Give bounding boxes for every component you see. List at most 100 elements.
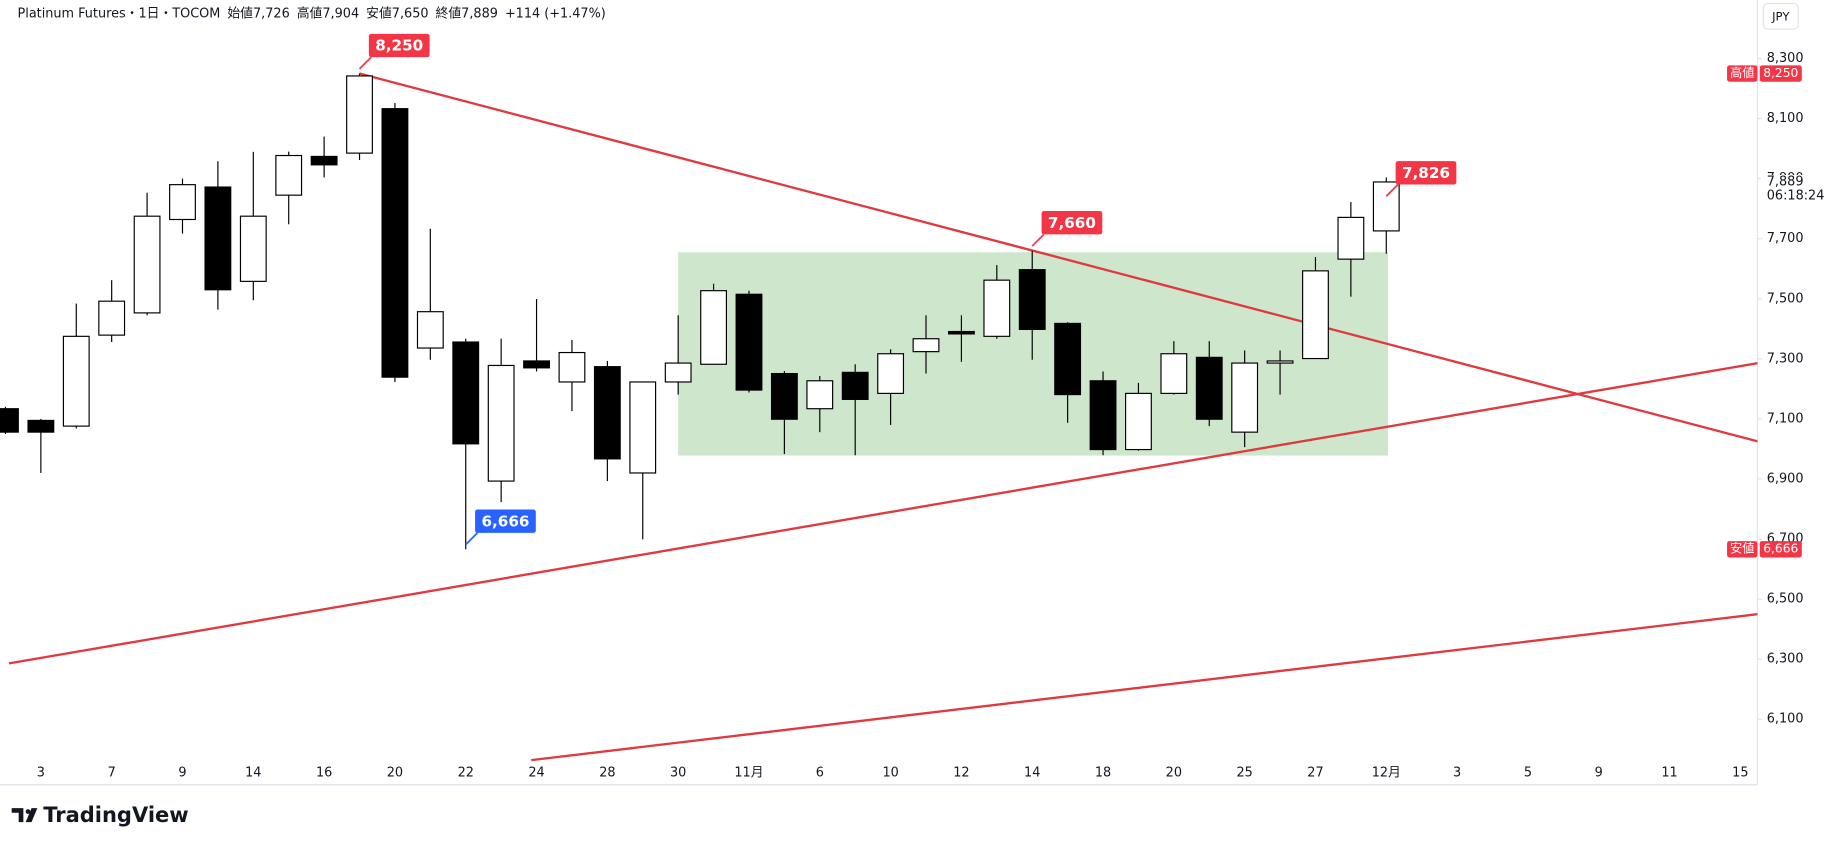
candle-body	[1195, 356, 1223, 420]
y-tick-label: 7,700	[1767, 231, 1804, 246]
x-tick-label: 20	[387, 766, 403, 781]
header-item: +114 (+1.47%)	[505, 7, 606, 22]
candle-body	[487, 364, 515, 482]
callout-box	[1395, 161, 1457, 185]
callout-text: 6,666	[481, 512, 529, 530]
x-tick-label: 6	[816, 766, 824, 781]
price-value: 6,666	[1763, 542, 1798, 556]
logo-icon	[11, 808, 38, 823]
candle-body	[1337, 216, 1365, 260]
price-tag: 高値	[1730, 65, 1754, 80]
x-tick-label: 15	[1732, 766, 1748, 781]
x-tick-label: 11月	[734, 766, 763, 781]
x-tick-label: 12	[953, 766, 969, 781]
last-price: 7,889	[1767, 174, 1804, 189]
x-tick-label: 16	[316, 766, 332, 781]
y-tick-label: 7,500	[1767, 291, 1804, 306]
trendline	[531, 613, 1758, 762]
candle-body	[1372, 181, 1400, 232]
x-tick-label: 10	[882, 766, 898, 781]
price-tag-box	[1727, 65, 1758, 82]
candle-body	[27, 419, 55, 433]
x-tick-label: 24	[528, 766, 544, 781]
x-tick-label: 3	[1453, 766, 1461, 781]
candle-body	[346, 75, 373, 154]
header-item: Platinum Futures・1日・TOCOM	[18, 7, 221, 22]
candle-body	[1266, 360, 1294, 364]
callout-box	[475, 509, 536, 533]
x-tick-label: 27	[1307, 766, 1323, 781]
candle-body	[912, 338, 940, 353]
x-tick-label: 7	[108, 766, 116, 781]
price-value: 8,250	[1763, 66, 1798, 80]
x-tick-label: 11	[1661, 766, 1677, 781]
candle-body	[1089, 380, 1117, 451]
candle-body	[983, 279, 1011, 337]
candle-body	[700, 290, 728, 365]
candle-body	[593, 366, 621, 460]
candle-body	[381, 108, 409, 378]
x-tick-label: 18	[1095, 766, 1111, 781]
callout-pointer	[465, 532, 479, 546]
price-value-box	[1759, 541, 1802, 558]
x-tick-label: 5	[1524, 766, 1532, 781]
candle-body	[169, 184, 196, 221]
x-tick-label: 22	[458, 766, 474, 781]
y-tick-label: 6,500	[1767, 592, 1804, 607]
header-item: 終値7,889	[436, 6, 498, 22]
candle-body	[1160, 353, 1188, 394]
candle-body	[204, 186, 232, 291]
currency-label[interactable]: JPY	[1771, 9, 1790, 23]
candle-body	[0, 408, 19, 433]
candle-body	[1054, 322, 1082, 396]
x-tick-label: 14	[1024, 766, 1040, 781]
candle-body	[806, 380, 834, 410]
currency-button[interactable]	[1762, 2, 1799, 30]
x-tick-label: 12月	[1372, 766, 1401, 781]
candle-body	[62, 335, 90, 427]
x-tick-label: 20	[1166, 766, 1182, 781]
candle-body	[735, 293, 763, 391]
header-item: 高値7,904	[297, 6, 359, 22]
header-item: 安値7,650	[366, 6, 428, 22]
x-tick-label: 9	[1595, 766, 1603, 781]
candle-body	[841, 371, 869, 400]
y-tick-label: 7,300	[1767, 351, 1804, 366]
x-tick-label: 30	[670, 766, 686, 781]
callout-text: 8,250	[375, 37, 423, 55]
candle-body	[558, 351, 586, 383]
candle-body	[1018, 269, 1046, 331]
x-tick-label: 14	[245, 766, 261, 781]
candle-body	[310, 155, 338, 166]
logo-dot	[25, 809, 31, 814]
callout-box	[1041, 211, 1103, 235]
candle-body	[239, 215, 267, 282]
price-tag-box	[1727, 541, 1758, 558]
header-item: 始値7,726	[227, 6, 289, 22]
candle-body	[133, 215, 161, 314]
candle-body	[1231, 362, 1259, 433]
callout-text: 7,660	[1048, 214, 1096, 232]
logo[interactable]: TradingView	[11, 802, 189, 827]
callout-box	[368, 33, 430, 58]
price-tag: 安値	[1730, 541, 1754, 556]
candle-body	[664, 362, 692, 383]
callout-pointer	[1031, 233, 1045, 247]
candle-body	[416, 311, 444, 349]
callout-text: 7,826	[1402, 164, 1450, 182]
plot-area	[0, 72, 1758, 762]
candle-body	[1125, 392, 1152, 451]
callout-pointer	[1385, 183, 1399, 197]
callout-pointer	[358, 56, 372, 70]
candle-body	[1302, 270, 1329, 360]
candle-body	[98, 300, 126, 336]
trendline	[8, 361, 1758, 665]
trendline	[359, 72, 1758, 443]
logo-text: TradingView	[43, 802, 188, 827]
y-tick-label: 6,300	[1767, 652, 1804, 667]
y-tick-label: 6,900	[1767, 471, 1804, 486]
x-tick-label: 28	[599, 766, 615, 781]
last-price-bg	[1760, 174, 1820, 203]
x-tick-label: 25	[1236, 766, 1252, 781]
